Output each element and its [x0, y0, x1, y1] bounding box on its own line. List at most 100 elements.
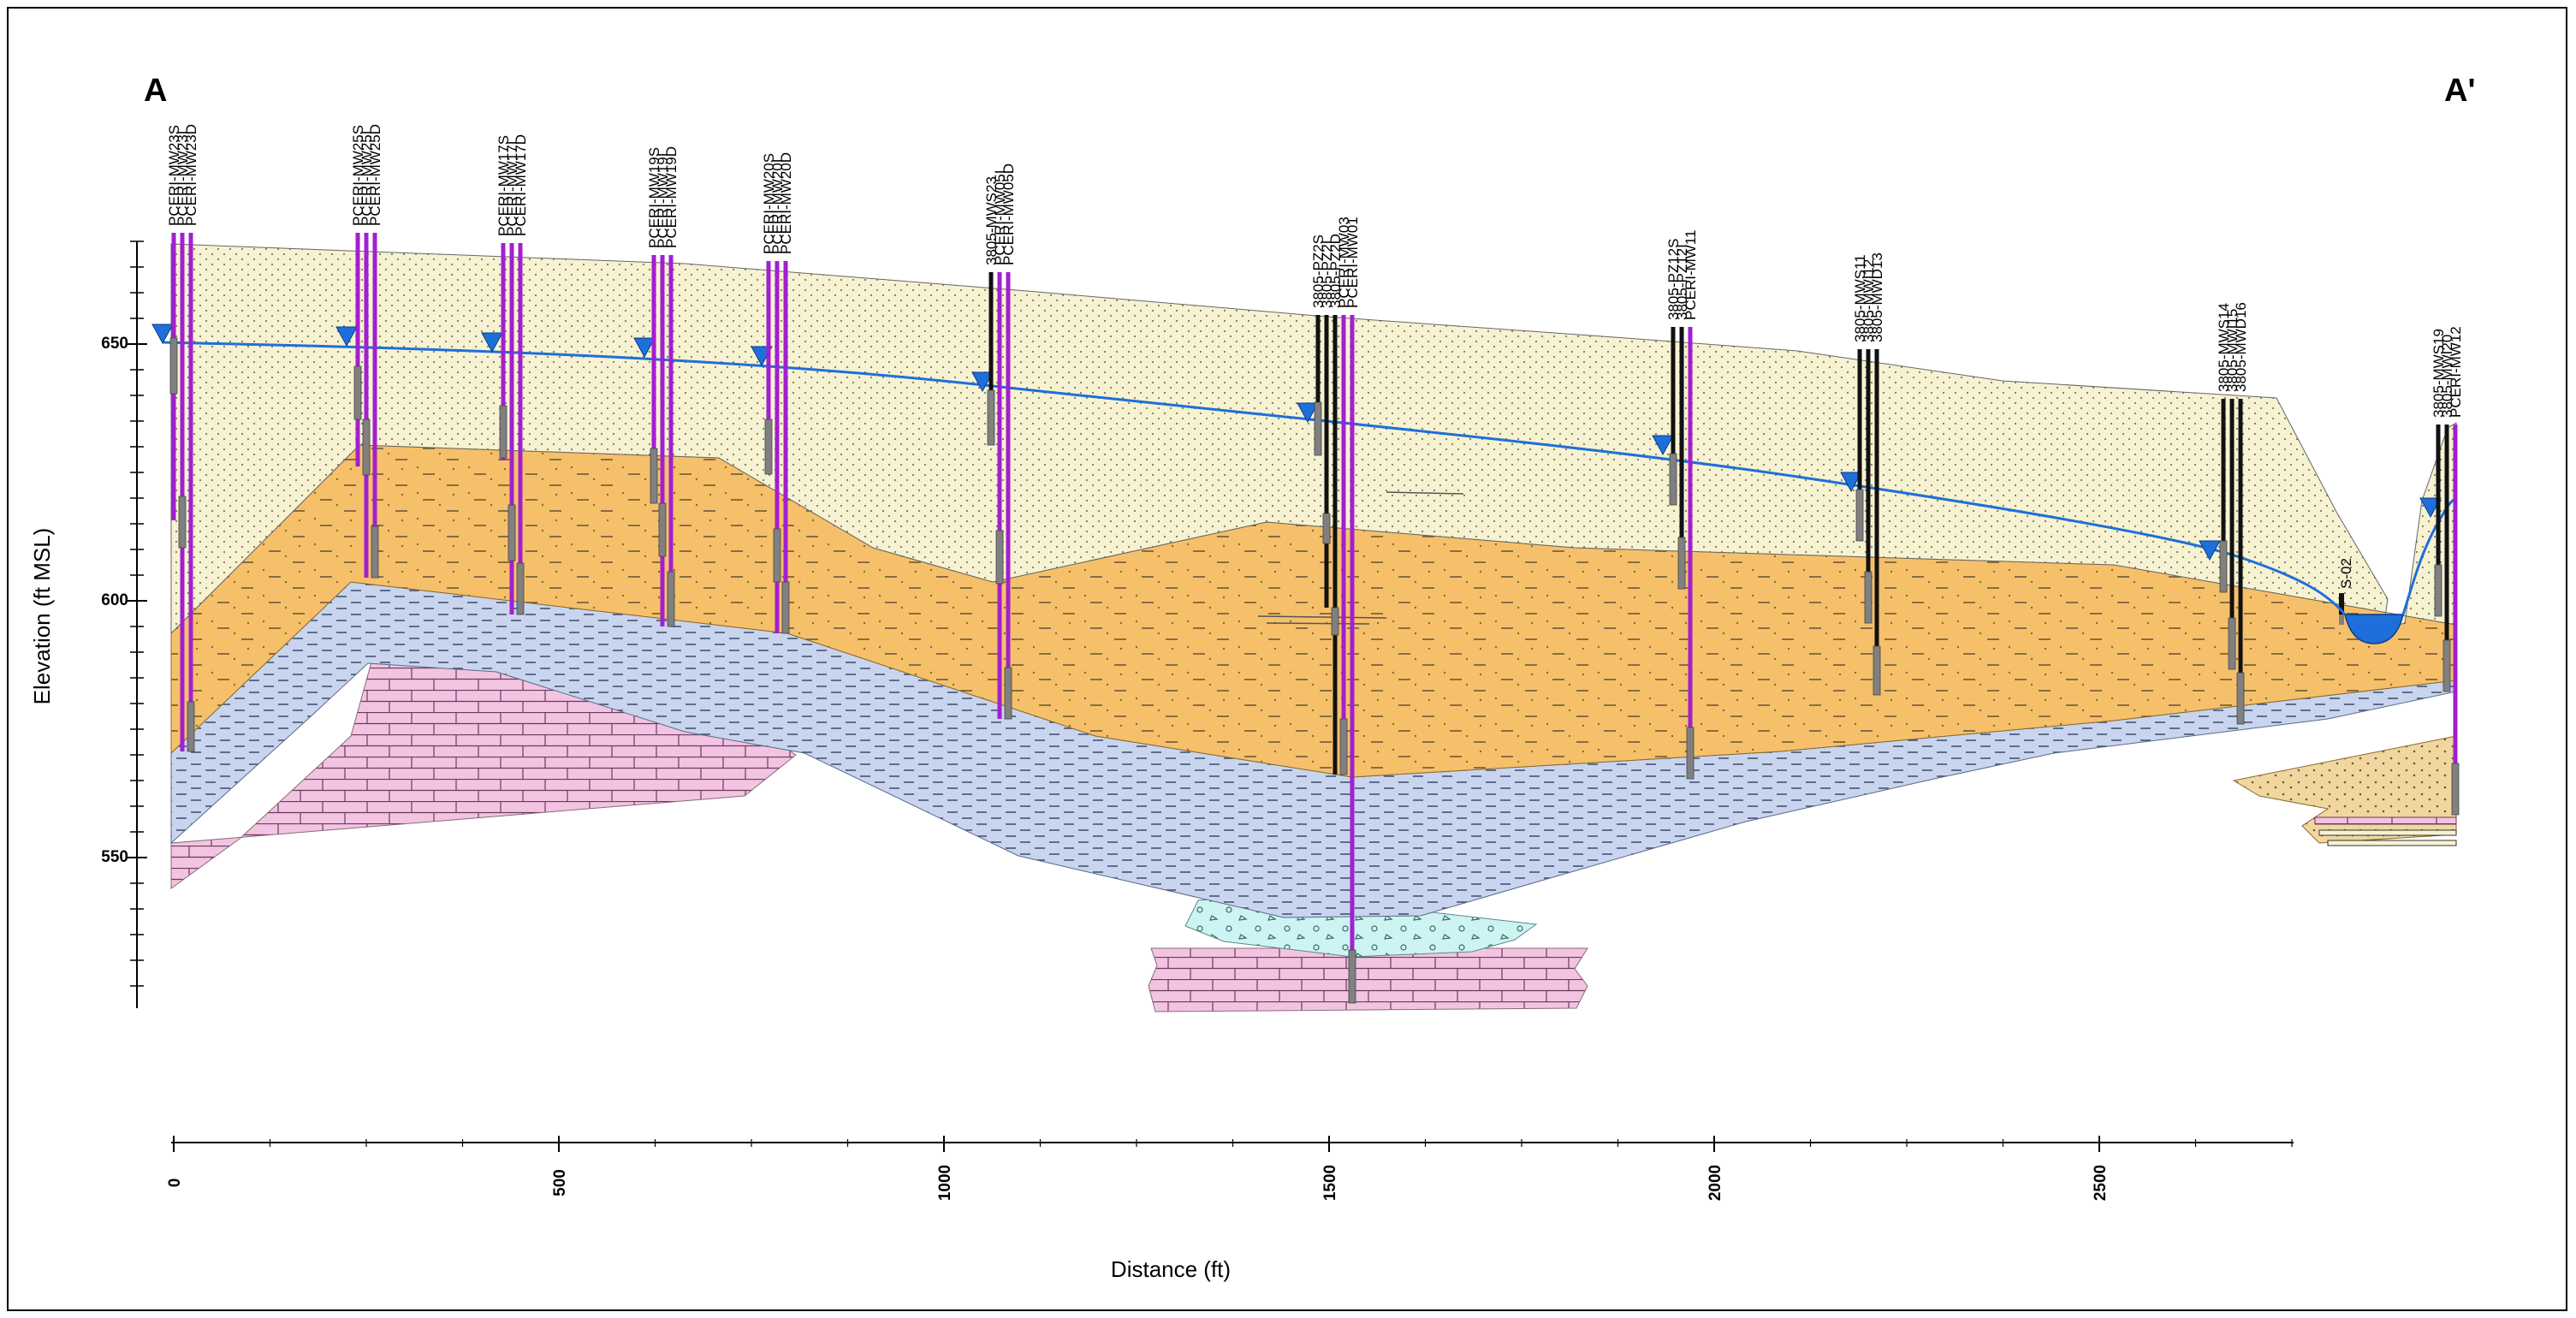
well-screen — [1686, 727, 1695, 780]
well-casing — [2221, 399, 2226, 592]
well-label: 3805-MWS19 — [2431, 329, 2447, 418]
well-screen — [187, 701, 195, 752]
well-label: PCERI-MW11 — [1683, 230, 1699, 320]
well-screen — [1314, 401, 1322, 456]
well-label: 3805-MWS11 — [1852, 254, 1868, 342]
well-screen — [1322, 513, 1331, 544]
well-label: 3805-MWS23 — [983, 176, 1000, 265]
well-screen — [178, 496, 187, 549]
well-casing — [668, 255, 674, 626]
well-label: 3805-MWI12 — [1861, 259, 1877, 342]
well-label: PCERI-MW20I — [769, 159, 786, 254]
water-level-marker — [481, 332, 503, 353]
well-label: 3805-MWD16 — [2233, 302, 2249, 392]
well-casing — [2229, 399, 2235, 669]
well-label: 3805-MWS14 — [2216, 303, 2232, 392]
well-screen — [1339, 718, 1348, 775]
y-tick-550: 550 — [101, 848, 128, 866]
well-label: PCERI-MW23I — [175, 131, 191, 226]
y-tick-600: 600 — [101, 591, 128, 609]
y-tick-650: 650 — [101, 335, 128, 353]
well-casing — [2453, 424, 2458, 815]
well-casing — [651, 255, 656, 452]
well-screen — [499, 405, 507, 459]
x-tick-label: 2500 — [2092, 1165, 2110, 1201]
well-label: PCERI-MW25I — [359, 131, 375, 226]
water-level-marker — [1652, 435, 1674, 456]
well-casing — [766, 261, 771, 474]
water-level-marker — [151, 324, 174, 345]
water-level-marker — [1297, 402, 1319, 424]
well-label: PCERI-MW01 — [1344, 217, 1361, 308]
well-screen — [2451, 763, 2460, 816]
section-label-right: A' — [2444, 73, 2475, 109]
well-screen — [353, 365, 362, 420]
well-label: 3805-PZ2S — [1310, 235, 1327, 308]
well-casing — [355, 233, 360, 466]
well-casing — [188, 233, 193, 751]
well-casing — [509, 243, 514, 614]
well-label: PCERI-MW23S — [166, 125, 182, 226]
x-tick-label: 2000 — [1706, 1165, 1724, 1201]
water-level-marker — [971, 371, 994, 393]
well-casing — [518, 243, 523, 614]
well-casing — [783, 261, 788, 633]
well-label: PCERI-MW05D — [1000, 163, 1017, 265]
x-tick-label: 1500 — [1321, 1165, 1339, 1201]
well-label: PCERI-MW19S — [646, 147, 662, 248]
water-level-marker — [2199, 540, 2221, 561]
well-screen — [987, 389, 995, 446]
well-screen — [1669, 453, 1677, 506]
basal-limestone-stringers — [2314, 816, 2457, 846]
water-level-marker — [2419, 497, 2442, 519]
well-screen — [1348, 949, 1356, 1004]
well-label: PCERI-MW19D — [663, 146, 680, 248]
well-casing — [660, 255, 665, 626]
x-axis-title: Distance (ft) — [1111, 1256, 1231, 1282]
well-label: PCERI-MW20S — [761, 153, 777, 254]
well-cluster: 3805-PZ2S3805-PZ2I3805-PZ2DPCERI-MW03PCE… — [1310, 217, 1361, 1004]
well-screen — [658, 502, 667, 557]
well-casing — [1324, 315, 1329, 608]
well-screen — [781, 581, 790, 634]
well-label: PCERI-MW17S — [496, 135, 512, 236]
well-screen — [1331, 607, 1339, 636]
well-label: PCERI-MW17I — [504, 141, 520, 236]
well-casing — [1315, 315, 1321, 455]
well-screen — [1677, 537, 1686, 590]
stream-gauge — [2339, 593, 2344, 625]
geologic-units — [170, 243, 2457, 1012]
x-tick-label: 1000 — [936, 1165, 954, 1201]
well-screen — [2228, 617, 2236, 670]
well-casing — [1333, 315, 1338, 775]
well-casing — [1350, 315, 1355, 1003]
well-screen — [650, 448, 658, 504]
well-screen — [764, 419, 773, 475]
water-level-marker — [335, 326, 358, 347]
well-casing — [2444, 424, 2449, 692]
stream-channel — [2344, 614, 2404, 644]
y-axis: 650 600 550 Elevation (ft MSL) — [29, 240, 147, 1008]
x-tick-label: 500 — [551, 1169, 569, 1196]
well-casing — [1679, 327, 1684, 589]
water-level-marker — [1840, 472, 1862, 493]
water-level-marker — [633, 337, 656, 359]
well-screen — [1855, 489, 1864, 542]
limestone-unit-deep — [1148, 947, 1588, 1012]
well-label: PCERI-MW12 — [2448, 326, 2464, 418]
well-casing — [1866, 349, 1871, 623]
well-label: PCERI-MW05I — [992, 170, 1008, 265]
well-screen — [667, 571, 675, 627]
well-casing — [2436, 424, 2441, 616]
well-screen — [1004, 667, 1012, 720]
well-label: 3805-PZ2I — [1319, 240, 1335, 308]
well-label: PCERI-MW25S — [350, 125, 366, 226]
